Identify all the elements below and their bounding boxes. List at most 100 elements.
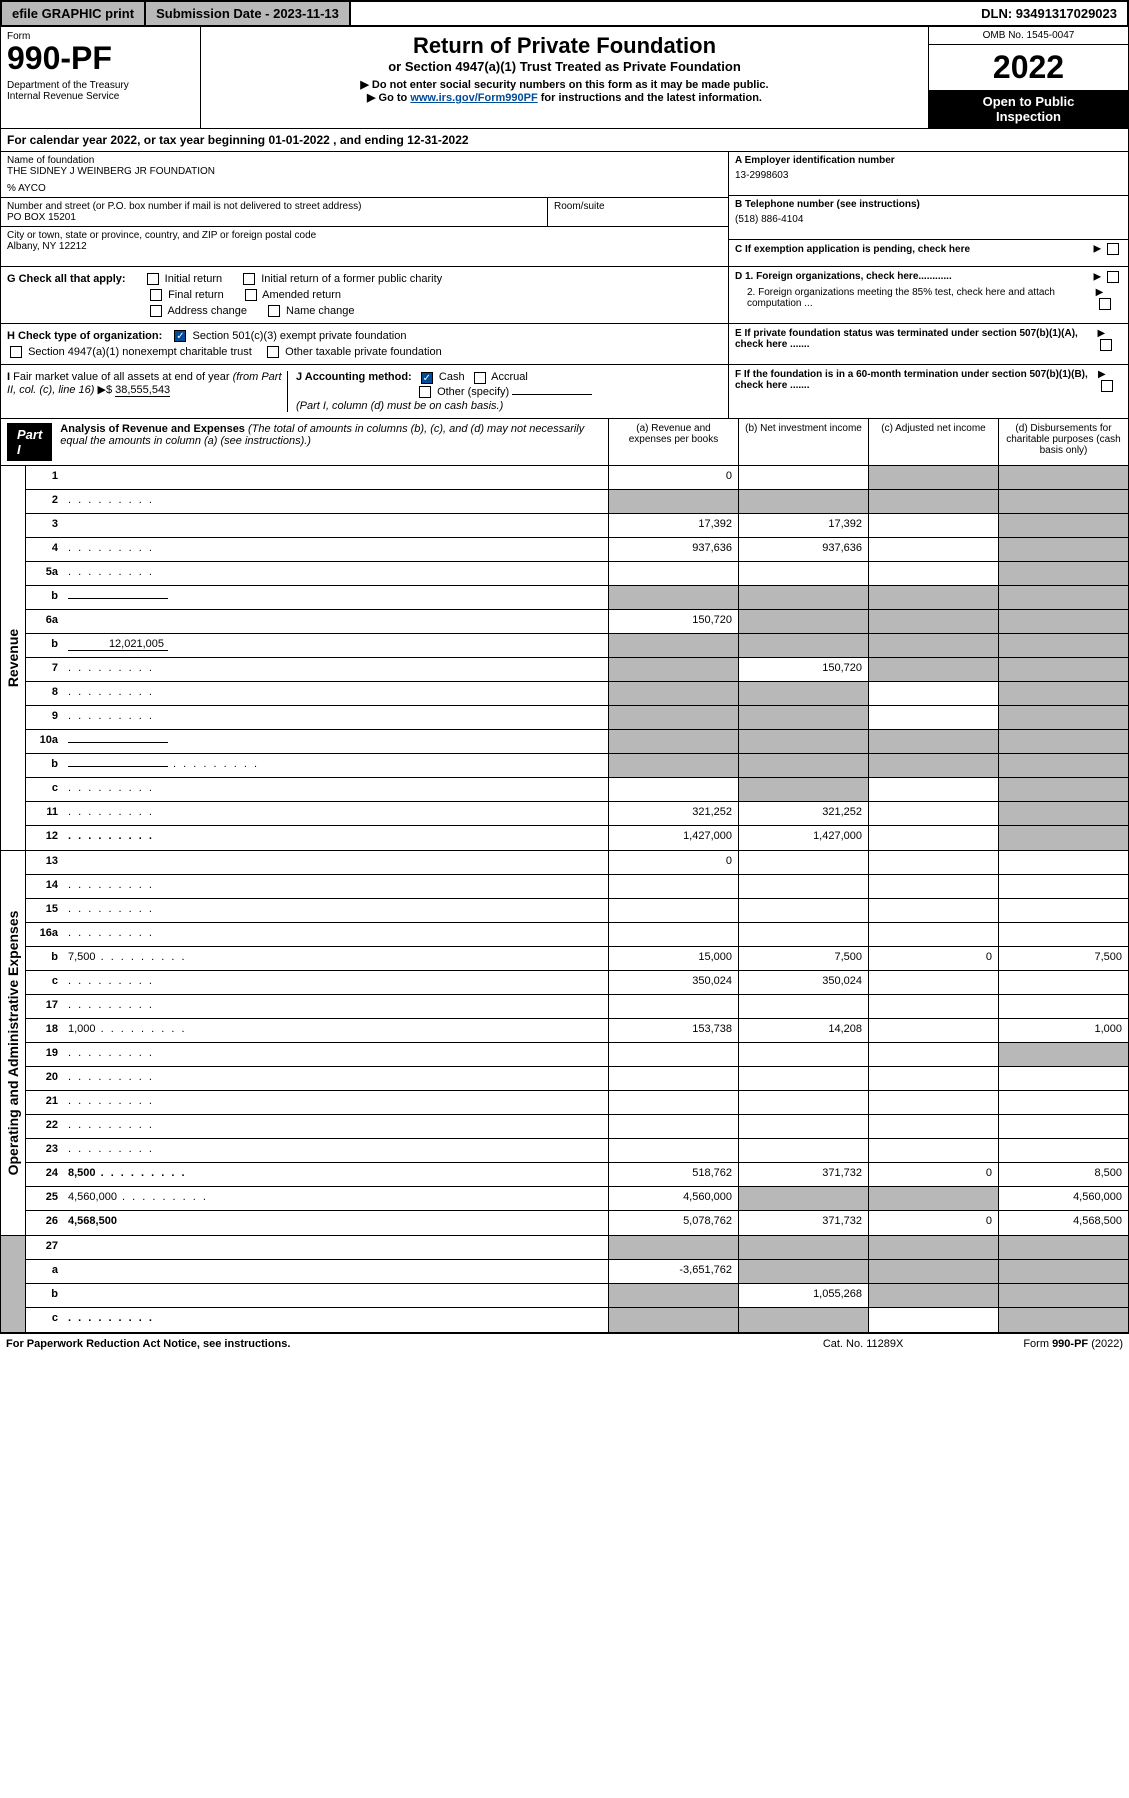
exemption-checkbox[interactable] — [1107, 243, 1119, 255]
line-number: b — [26, 1284, 62, 1307]
warning-text: ▶ Do not enter social security numbers o… — [207, 78, 922, 91]
tax-year: 2022 — [929, 45, 1128, 90]
line-number: 18 — [26, 1019, 62, 1042]
col-c-value: 0 — [868, 1211, 998, 1235]
opt-amended: Amended return — [262, 289, 341, 301]
table-row: c — [26, 1308, 1128, 1332]
initial-return-checkbox[interactable] — [147, 273, 159, 285]
j-note: (Part I, column (d) must be on cash basi… — [296, 400, 722, 412]
col-c-value — [868, 778, 998, 801]
accrual-checkbox[interactable] — [474, 372, 486, 384]
col-a-value — [608, 899, 738, 922]
form-number: 990-PF — [7, 42, 194, 74]
name-change-checkbox[interactable] — [268, 305, 280, 317]
col-d-value — [998, 1236, 1128, 1259]
col-c-value — [868, 851, 998, 874]
col-b-value — [738, 1260, 868, 1283]
line-description — [62, 1236, 608, 1259]
col-c-value — [868, 826, 998, 850]
line-description — [62, 706, 608, 729]
col-d-value — [998, 514, 1128, 537]
table-row: 7150,720 — [26, 658, 1128, 682]
line-description — [62, 899, 608, 922]
col-b-value — [738, 466, 868, 489]
col-d-value — [998, 851, 1128, 874]
revenue-side-label: Revenue — [1, 466, 26, 850]
line-description — [62, 730, 608, 753]
col-a-value — [608, 875, 738, 898]
col-a-value: 0 — [608, 851, 738, 874]
line-number: 13 — [26, 851, 62, 874]
col-b-value — [738, 1308, 868, 1332]
col-b-value — [738, 875, 868, 898]
expenses-side-label: Operating and Administrative Expenses — [1, 851, 26, 1235]
line-number: 2 — [26, 490, 62, 513]
d2-label: 2. Foreign organizations meeting the 85%… — [735, 287, 1096, 310]
col-d-value: 4,568,500 — [998, 1211, 1128, 1235]
instructions-link[interactable]: www.irs.gov/Form990PF — [410, 92, 537, 104]
h-4947-checkbox[interactable] — [10, 346, 22, 358]
table-row: 20 — [26, 1067, 1128, 1091]
table-row: 6a150,720 — [26, 610, 1128, 634]
line-number: 8 — [26, 682, 62, 705]
initial-former-checkbox[interactable] — [243, 273, 255, 285]
col-b-value — [738, 706, 868, 729]
submission-date: Submission Date - 2023-11-13 — [146, 2, 351, 25]
col-d-value — [998, 1308, 1128, 1332]
col-d-value — [998, 610, 1128, 633]
col-a-value — [608, 1139, 738, 1162]
col-b-value — [738, 1187, 868, 1210]
col-a-value: 518,762 — [608, 1163, 738, 1186]
col-d-value — [998, 1139, 1128, 1162]
table-row: 14 — [26, 875, 1128, 899]
table-row: 11321,252321,252 — [26, 802, 1128, 826]
line-number: 3 — [26, 514, 62, 537]
h-501c3-checkbox[interactable] — [174, 330, 186, 342]
col-b-value — [738, 610, 868, 633]
line-description — [62, 490, 608, 513]
line-number: b — [26, 754, 62, 777]
line-description: 12,021,005 — [62, 634, 608, 657]
other-method-checkbox[interactable] — [419, 386, 431, 398]
form-header: Form 990-PF Department of the TreasuryIn… — [0, 27, 1129, 129]
table-row: 121,427,0001,427,000 — [26, 826, 1128, 850]
table-row: b1,055,268 — [26, 1284, 1128, 1308]
city-label: City or town, state or province, country… — [7, 230, 722, 241]
col-d-value — [998, 562, 1128, 585]
h-opt3: Other taxable private foundation — [285, 346, 442, 358]
col-a-value — [608, 682, 738, 705]
g-label: G Check all that apply: — [7, 273, 126, 285]
col-c-value — [868, 1284, 998, 1307]
cash-checkbox[interactable] — [421, 372, 433, 384]
col-b-value — [738, 754, 868, 777]
h-other-checkbox[interactable] — [267, 346, 279, 358]
col-a-value: 153,738 — [608, 1019, 738, 1042]
footer-right: Form 990-PF (2022) — [1023, 1338, 1123, 1350]
col-c-value — [868, 875, 998, 898]
col-d-value: 7,500 — [998, 947, 1128, 970]
col-c-value — [868, 1236, 998, 1259]
col-c-value — [868, 538, 998, 561]
e-checkbox[interactable] — [1100, 339, 1112, 351]
open-inspection: Open to PublicInspection — [929, 90, 1128, 128]
table-row: 23 — [26, 1139, 1128, 1163]
line-description — [62, 971, 608, 994]
d2-checkbox[interactable] — [1099, 298, 1111, 310]
address-change-checkbox[interactable] — [150, 305, 162, 317]
line-number: 25 — [26, 1187, 62, 1210]
table-row: 248,500518,762371,73208,500 — [26, 1163, 1128, 1187]
table-row: c350,024350,024 — [26, 971, 1128, 995]
line-description — [62, 1139, 608, 1162]
d1-checkbox[interactable] — [1107, 271, 1119, 283]
final-return-checkbox[interactable] — [150, 289, 162, 301]
table-row: 13 0 — [26, 851, 1128, 875]
line-number: a — [26, 1260, 62, 1283]
amended-return-checkbox[interactable] — [245, 289, 257, 301]
col-d-value — [998, 1115, 1128, 1138]
efile-print-button[interactable]: efile GRAPHIC print — [2, 2, 146, 25]
exemption-label: C If exemption application is pending, c… — [735, 244, 970, 255]
col-c-value — [868, 899, 998, 922]
col-c-value — [868, 802, 998, 825]
f-checkbox[interactable] — [1101, 380, 1113, 392]
col-b-value: 937,636 — [738, 538, 868, 561]
